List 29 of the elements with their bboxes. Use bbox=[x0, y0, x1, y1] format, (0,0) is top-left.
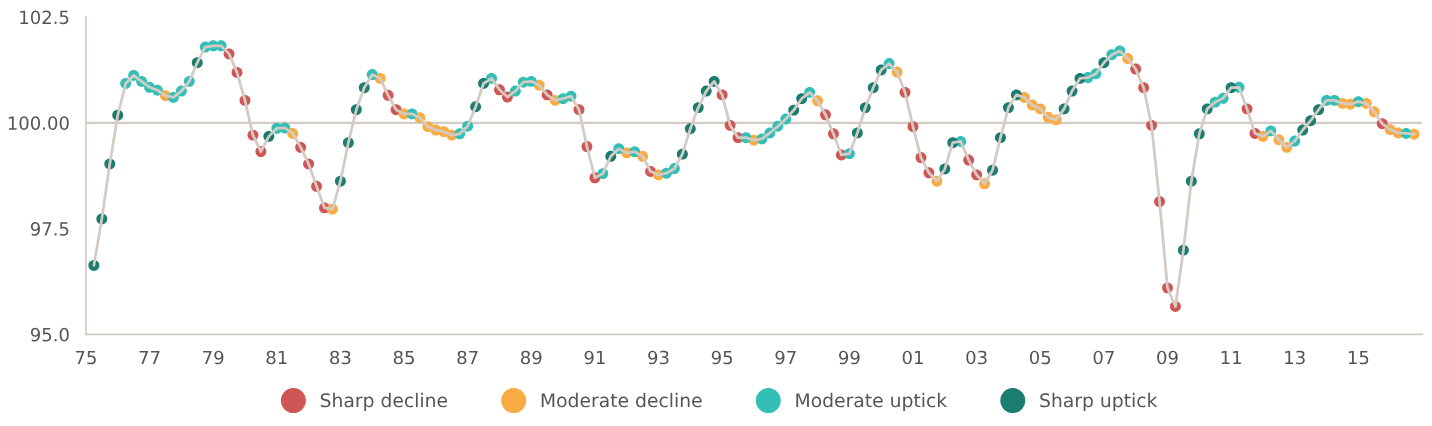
x-tick-label: 77 bbox=[139, 350, 160, 365]
y-tick-label: 95.0 bbox=[30, 327, 69, 342]
legend-label: Moderate uptick bbox=[796, 392, 948, 411]
x-tick-label: 11 bbox=[1221, 350, 1241, 365]
x-tick-label: 89 bbox=[521, 350, 542, 365]
x-tick-label: 05 bbox=[1029, 350, 1051, 365]
y-tick-label: 97.5 bbox=[30, 222, 69, 236]
x-tick-label: 81 bbox=[266, 350, 287, 365]
x-tick-label: 79 bbox=[203, 350, 224, 365]
x-tick-label: 97 bbox=[775, 350, 796, 365]
legend-label: Sharp decline bbox=[320, 392, 448, 411]
x-tick-label: 07 bbox=[1093, 350, 1114, 365]
y-tick-label: 100.00 bbox=[8, 116, 69, 130]
x-tick-label: 75 bbox=[75, 350, 96, 365]
x-tick-label: 99 bbox=[839, 350, 860, 365]
x-tick-label: 03 bbox=[966, 350, 987, 365]
legend-label: Sharp uptick bbox=[1040, 392, 1158, 411]
x-tick-label: 93 bbox=[648, 350, 669, 365]
y-tick-label: 102.5 bbox=[20, 10, 69, 25]
legend-label: Moderate decline bbox=[541, 392, 702, 408]
x-tick-label: 15 bbox=[1348, 350, 1369, 365]
x-tick-label: 09 bbox=[1157, 350, 1178, 365]
x-tick-label: 87 bbox=[457, 350, 478, 365]
x-tick-label: 01 bbox=[902, 350, 923, 365]
x-tick-label: 91 bbox=[584, 350, 605, 365]
x-tick-label: 83 bbox=[330, 350, 351, 365]
x-tick-label: 95 bbox=[711, 350, 733, 365]
x-tick-label: 85 bbox=[393, 350, 414, 365]
x-tick-label: 13 bbox=[1285, 350, 1305, 365]
